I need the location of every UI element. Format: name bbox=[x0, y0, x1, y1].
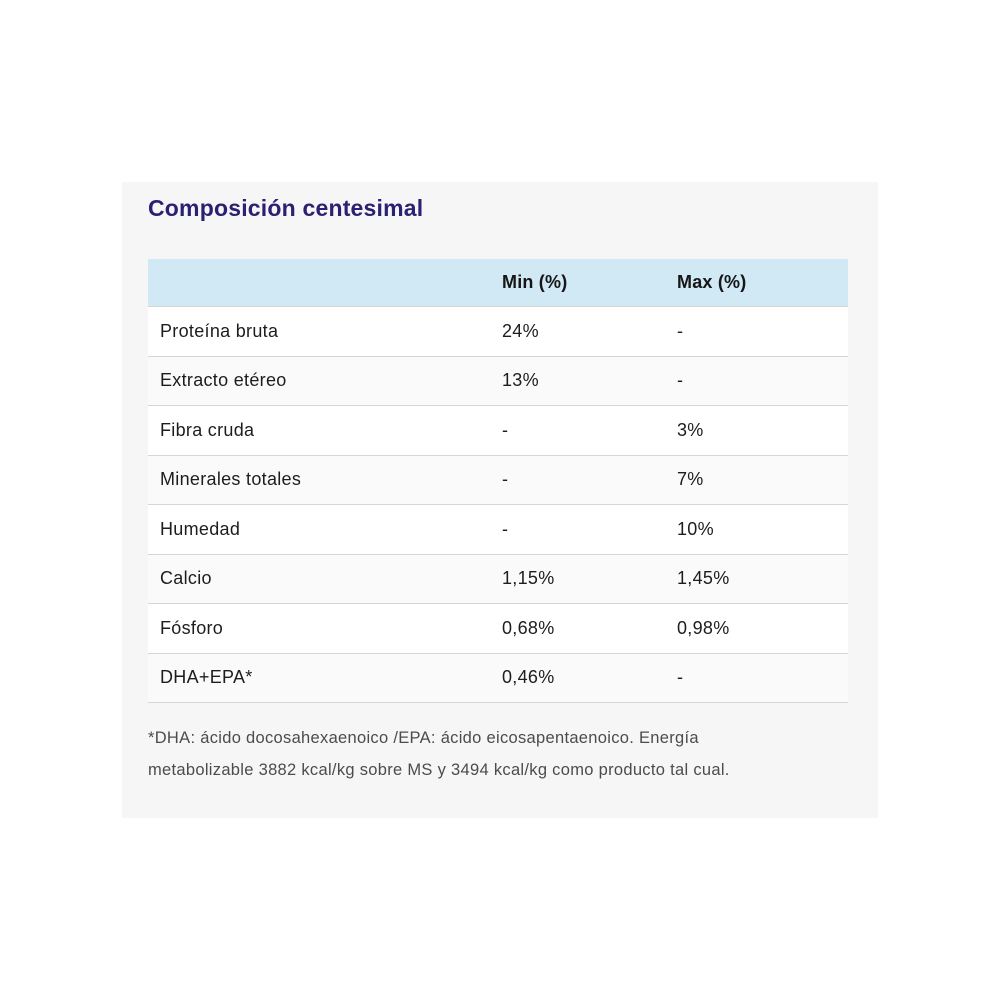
max-value: - bbox=[677, 370, 684, 391]
max-value: 0,98% bbox=[677, 617, 730, 638]
max-value: - bbox=[677, 667, 684, 688]
row-label: Minerales totales bbox=[160, 469, 302, 490]
min-value: 24% bbox=[502, 320, 539, 341]
table-row: Minerales totales - 7% bbox=[148, 455, 848, 505]
min-value: - bbox=[502, 469, 509, 490]
footnote-line: metabolizable 3882 kcal/kg sobre MS y 34… bbox=[148, 761, 730, 779]
min-value: 0,46% bbox=[502, 667, 555, 688]
row-label: Fibra cruda bbox=[160, 419, 255, 440]
min-value: 1,15% bbox=[502, 568, 555, 589]
max-value: 10% bbox=[677, 518, 714, 539]
table-row: Humedad - 10% bbox=[148, 505, 848, 555]
min-value: 0,68% bbox=[502, 617, 555, 638]
section-title: Composición centesimal bbox=[148, 195, 424, 221]
table-row: DHA+EPA* 0,46% - bbox=[148, 653, 848, 703]
min-value: - bbox=[502, 518, 509, 539]
max-value: 1,45% bbox=[677, 568, 730, 589]
footnote: *DHA: ácido docosahexaenoico /EPA: ácido… bbox=[148, 722, 848, 786]
max-value: 3% bbox=[677, 419, 704, 440]
table-row: Extracto etéreo 13% - bbox=[148, 356, 848, 406]
table-row: Proteína bruta 24% - bbox=[148, 307, 848, 357]
row-label: Humedad bbox=[160, 518, 241, 539]
composition-panel: Composición centesimal Min (%) Max (%) P… bbox=[122, 182, 878, 818]
table-row: Calcio 1,15% 1,45% bbox=[148, 554, 848, 604]
table-row: Fibra cruda - 3% bbox=[148, 406, 848, 456]
row-label: Calcio bbox=[160, 568, 212, 589]
table-body: Proteína bruta 24% - Extracto etéreo 13%… bbox=[148, 306, 848, 703]
row-label: Proteína bruta bbox=[160, 320, 279, 341]
row-label: DHA+EPA* bbox=[160, 667, 253, 688]
footnote-line: *DHA: ácido docosahexaenoico /EPA: ácido… bbox=[148, 729, 699, 747]
row-label: Extracto etéreo bbox=[160, 370, 287, 391]
header-min-cell: Min (%) bbox=[502, 272, 568, 292]
row-label: Fósforo bbox=[160, 617, 224, 638]
min-value: 13% bbox=[502, 370, 539, 391]
min-value: - bbox=[502, 419, 509, 440]
max-value: 7% bbox=[677, 469, 704, 490]
composition-table: Min (%) Max (%) Proteína bruta 24% - Ext… bbox=[148, 259, 848, 703]
table-row: Fósforo 0,68% 0,98% bbox=[148, 604, 848, 654]
max-value: - bbox=[677, 320, 684, 341]
table-header-row: Min (%) Max (%) bbox=[148, 259, 848, 306]
header-max-cell: Max (%) bbox=[677, 272, 747, 292]
